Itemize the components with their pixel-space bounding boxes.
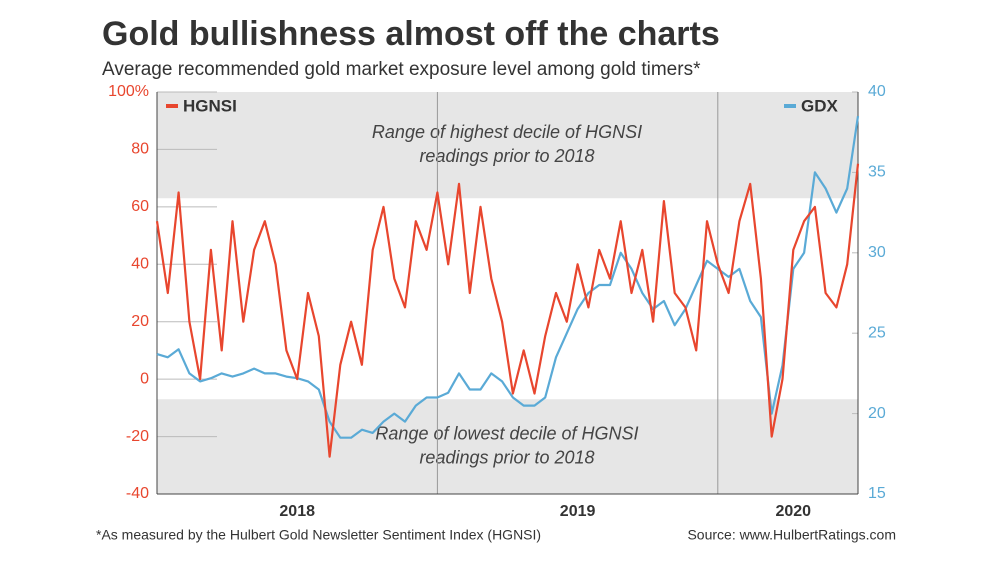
chart-title: Gold bullishness almost off the charts (102, 15, 720, 53)
band-label: Range of highest decile of HGNSI (372, 122, 642, 142)
y2-tick-label: 20 (868, 405, 886, 422)
band-label: readings prior to 2018 (419, 447, 594, 467)
y2-tick-label: 25 (868, 324, 886, 341)
band (157, 399, 858, 494)
chart-subtitle: Average recommended gold market exposure… (102, 59, 701, 80)
band-label: readings prior to 2018 (419, 146, 594, 166)
y2-tick-label: 40 (868, 83, 886, 100)
y-tick-label: -20 (126, 428, 149, 445)
y-tick-label: -40 (126, 485, 149, 502)
band-label: Range of lowest decile of HGNSI (375, 423, 638, 443)
series-line (155, 163, 860, 458)
band (157, 92, 858, 199)
y-tick-label: 0 (140, 370, 149, 387)
footnote: *As measured by the Hulbert Gold Newslet… (96, 527, 541, 543)
legend-label: GDX (801, 96, 839, 115)
y-tick-label: 100% (108, 83, 149, 100)
x-tick-label: 2020 (775, 503, 811, 520)
y2-tick-label: 15 (868, 485, 886, 502)
y-tick-label: 20 (131, 313, 149, 330)
y2-tick-label: 30 (868, 244, 886, 261)
legend-label: HGNSI (183, 96, 237, 115)
series-line (156, 115, 860, 439)
y2-tick-label: 35 (868, 164, 886, 181)
y-tick-label: 80 (131, 141, 149, 158)
x-tick-label: 2018 (279, 503, 315, 520)
y-tick-label: 60 (131, 198, 149, 215)
y-tick-label: 40 (131, 256, 149, 273)
x-tick-label: 2019 (560, 503, 596, 520)
source: Source: www.HulbertRatings.com (687, 527, 896, 543)
